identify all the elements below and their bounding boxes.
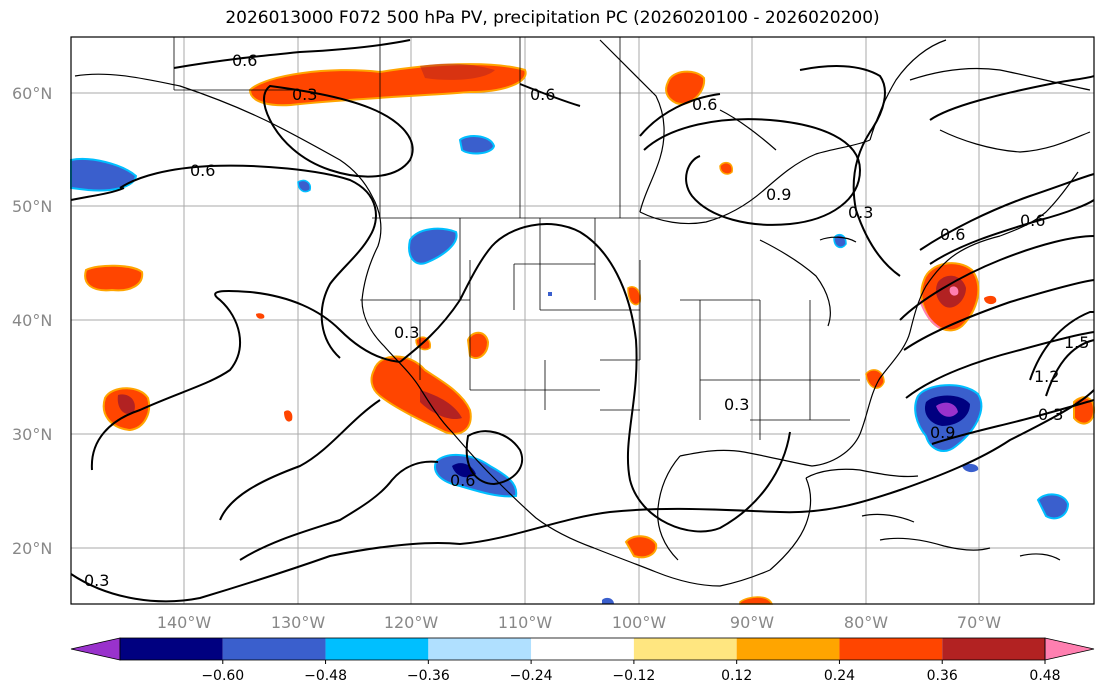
lat-label-50: 50°N	[12, 197, 52, 216]
contour-label: 0.3	[394, 323, 419, 342]
colorbar-segment	[428, 638, 532, 660]
colorbar-segment	[222, 638, 326, 660]
gridlines	[71, 37, 1094, 604]
contour-label: 0.3	[848, 203, 873, 222]
latitude-labels: 60°N 50°N 40°N 30°N 20°N	[12, 84, 52, 558]
colorbar-tick-label: −0.60	[201, 668, 244, 684]
colorbar-segment	[633, 638, 737, 660]
contour-label: 0.6	[530, 85, 555, 104]
lon-label-90w: 90°W	[730, 613, 774, 632]
lon-label-110w: 110°W	[498, 613, 553, 632]
colorbar-segment	[531, 638, 634, 660]
map-panel: 0.6 0.3 0.6 0.6 0.9 0.3 0.6 0.6 0.3 0.3 …	[70, 36, 1096, 605]
colorbar-tick-label: −0.12	[612, 668, 655, 684]
lon-label-140w: 140°W	[157, 613, 212, 632]
colorbar-segment	[325, 638, 429, 660]
map-title: 2026013000 F072 500 hPa PV, precipitatio…	[225, 8, 880, 28]
contour-label: 0.9	[930, 423, 955, 442]
colorbar-segment	[839, 638, 943, 660]
colorbar-segment	[942, 638, 1045, 660]
contour-label: 0.3	[724, 395, 749, 414]
colorbar-segment	[120, 638, 223, 660]
contour-label: 0.3	[84, 571, 109, 590]
contour-label: 1.2	[1034, 367, 1059, 386]
contour-label: 0.6	[190, 161, 215, 180]
lon-label-70w: 70°W	[957, 613, 1001, 632]
colorbar-tick-label: 0.48	[1029, 668, 1060, 684]
contour-label: 0.3	[1038, 405, 1063, 424]
colorbar-tick-label: −0.48	[304, 668, 347, 684]
lon-label-100w: 100°W	[612, 613, 667, 632]
contour-label: 0.3	[292, 85, 317, 104]
precip-negative-areas	[70, 135, 1070, 604]
colorbar-segment	[736, 638, 840, 660]
pv-contours	[70, 39, 1095, 603]
colorbar-tick-label: 0.36	[927, 668, 958, 684]
map-frame	[70, 36, 1095, 605]
colorbar-outline	[119, 637, 1046, 661]
colorbar-segments	[70, 637, 1095, 661]
lat-label-20: 20°N	[12, 539, 52, 558]
lat-label-40: 40°N	[12, 311, 52, 330]
contour-labels: 0.6 0.3 0.6 0.6 0.9 0.3 0.6 0.6 0.3 0.3 …	[84, 51, 1089, 590]
contour-label: 0.6	[692, 95, 717, 114]
lon-label-130w: 130°W	[271, 613, 326, 632]
colorbar-extend-low	[70, 637, 121, 661]
colorbar-extend-high	[1044, 637, 1095, 661]
colorbar-tick-label: 0.24	[824, 668, 855, 684]
lon-label-120w: 120°W	[384, 613, 439, 632]
contour-label: 0.6	[940, 225, 965, 244]
colorbar-tick-label: −0.36	[407, 668, 450, 684]
contour-label: 0.9	[766, 185, 791, 204]
state-borders	[173, 37, 860, 440]
lon-label-80w: 80°W	[844, 613, 888, 632]
lat-label-30: 30°N	[12, 425, 52, 444]
colorbar-tick-label: 0.12	[721, 668, 752, 684]
contour-label: 0.6	[232, 51, 257, 70]
colorbar-tick-label: −0.24	[510, 668, 553, 684]
coastlines	[74, 39, 1091, 587]
contour-label: 1.5	[1064, 333, 1089, 352]
longitude-labels: 140°W 130°W 120°W 110°W 100°W 90°W 80°W …	[157, 613, 1001, 632]
colorbar-ticks: −0.60 −0.48 −0.36 −0.24 −0.12 0.12 0.24 0.36 0.4…	[201, 660, 1061, 684]
contour-label: 0.6	[450, 471, 475, 490]
colorbar: −0.60 −0.48 −0.36 −0.24 −0.12 0.12 0.24 0.36 0.4…	[70, 637, 1095, 684]
contour-label: 0.6	[1020, 211, 1045, 230]
lat-label-60: 60°N	[12, 84, 52, 103]
